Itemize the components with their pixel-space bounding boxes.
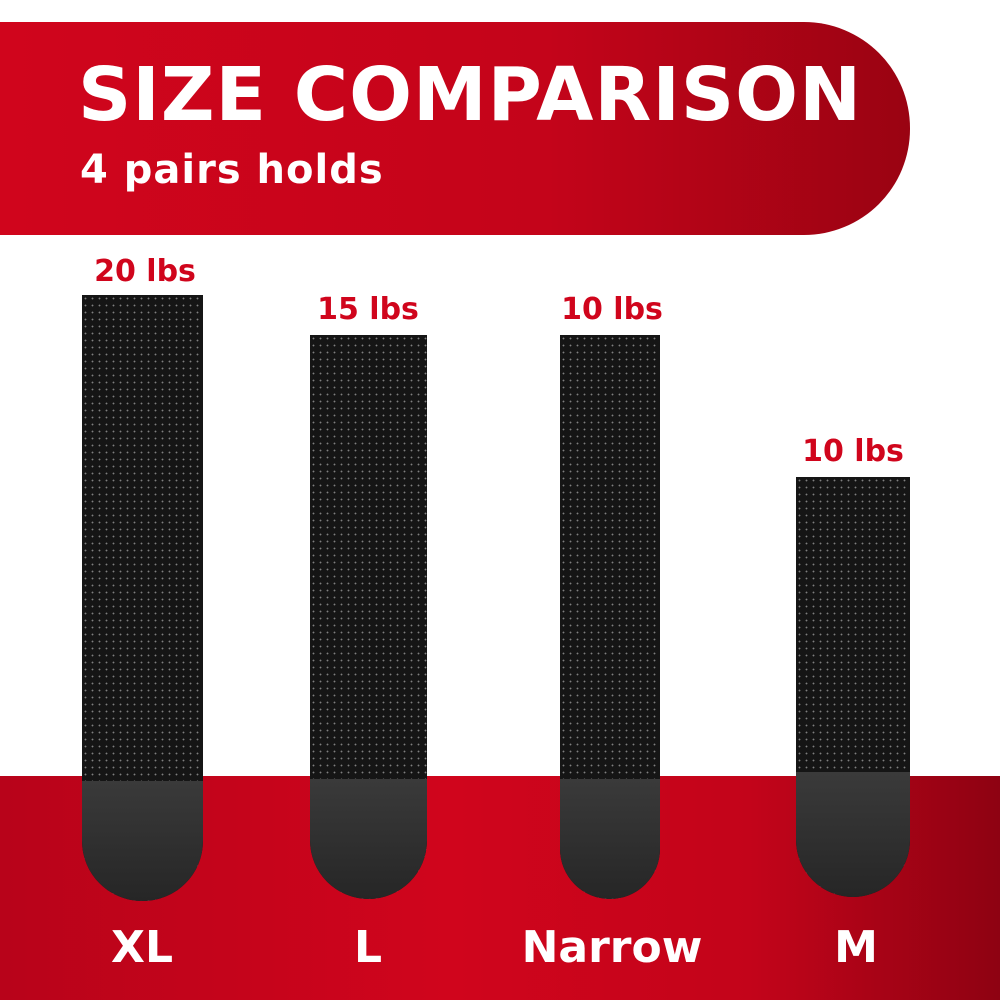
strip-xl [82, 295, 203, 901]
strip-m [796, 477, 910, 897]
size-label-xl: XL [111, 922, 173, 973]
page-subtitle: 4 pairs holds [80, 147, 384, 193]
page-title: SIZE COMPARISON [78, 52, 863, 138]
weight-label-xl: 20 lbs [94, 254, 196, 289]
header-banner [0, 22, 910, 235]
strip-l [310, 335, 427, 899]
strip-tab [82, 781, 203, 901]
strip-tab [796, 772, 910, 897]
weight-label-l: 15 lbs [317, 292, 419, 327]
strip-tab [560, 779, 660, 899]
size-label-m: M [834, 922, 878, 973]
size-label-narrow: Narrow [521, 922, 703, 973]
weight-label-m: 10 lbs [802, 434, 904, 469]
strip-tab [310, 779, 427, 899]
size-label-l: L [353, 922, 383, 973]
strip-narrow [560, 335, 660, 899]
weight-label-narrow: 10 lbs [561, 292, 663, 327]
